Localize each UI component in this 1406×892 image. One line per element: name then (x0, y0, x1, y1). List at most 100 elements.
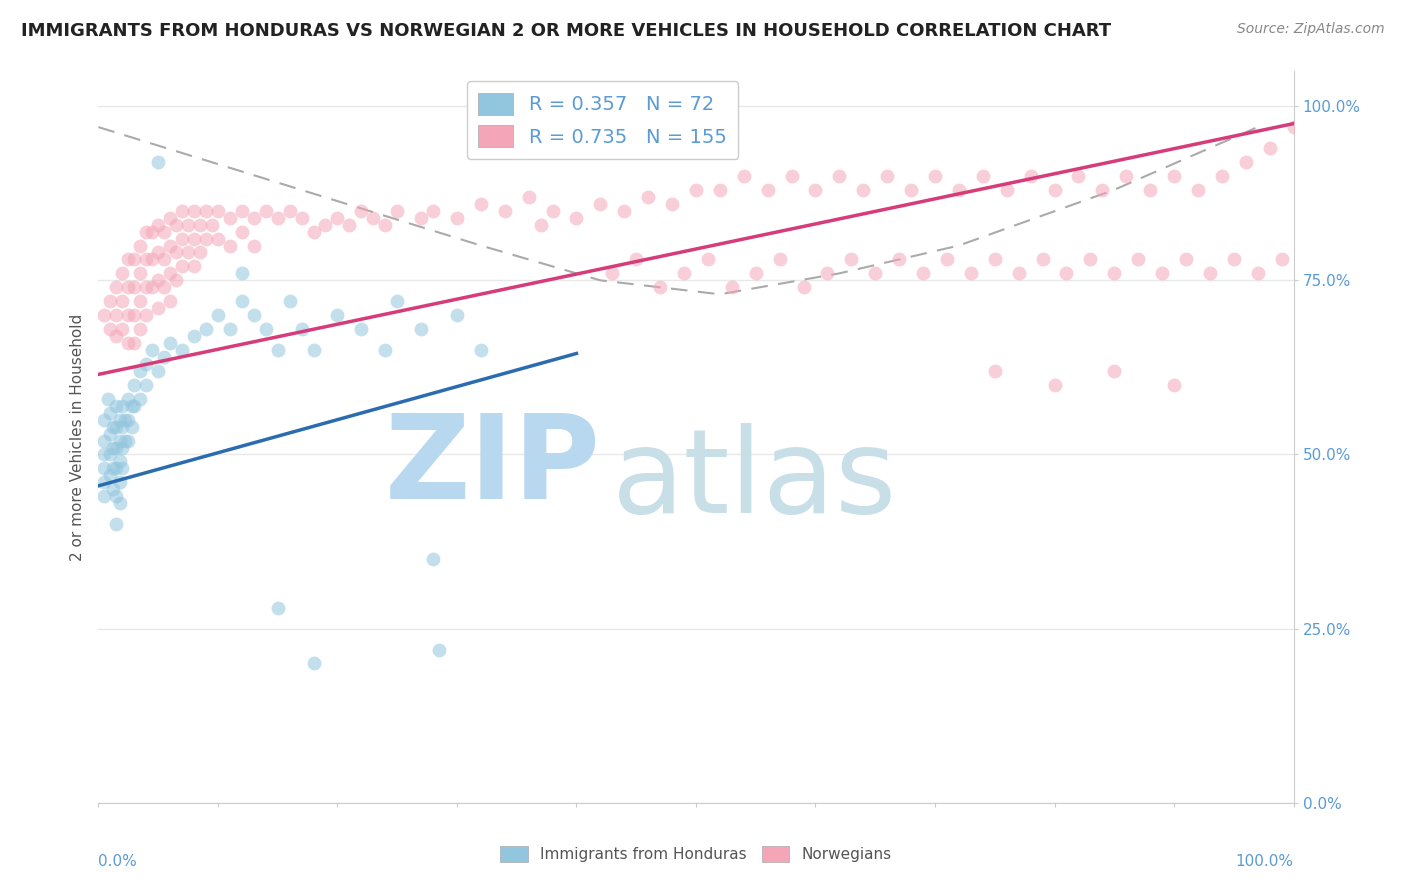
Point (231, 203, 253, 218)
Point (613, 203, 636, 218)
Point (374, 218, 396, 232)
Point (153, 252, 176, 267)
Point (793, 280, 815, 294)
Text: IMMIGRANTS FROM HONDURAS VS NORWEGIAN 2 OR MORE VEHICLES IN HOUSEHOLD CORRELATIO: IMMIGRANTS FROM HONDURAS VS NORWEGIAN 2 … (21, 22, 1111, 40)
Point (1163, 377, 1185, 392)
Point (111, 419, 134, 434)
Point (148, 364, 170, 378)
Point (254, 322, 277, 336)
Point (105, 419, 128, 434)
Point (129, 294, 152, 309)
Point (530, 218, 553, 232)
Point (111, 441, 134, 455)
Point (768, 252, 790, 267)
Point (165, 273, 187, 287)
Point (159, 266, 181, 280)
Point (876, 169, 898, 183)
Point (1019, 169, 1042, 183)
Point (1258, 141, 1281, 155)
Point (93, 461, 115, 475)
Point (159, 211, 181, 225)
Point (889, 252, 911, 267)
Point (721, 280, 744, 294)
Point (108, 454, 131, 468)
Point (427, 642, 450, 657)
Point (446, 211, 468, 225)
Point (183, 203, 205, 218)
Point (105, 280, 128, 294)
Point (105, 461, 128, 475)
Point (326, 211, 349, 225)
Text: atlas: atlas (613, 424, 897, 539)
Point (93, 489, 115, 503)
Point (1080, 252, 1102, 267)
Point (148, 301, 170, 316)
Point (105, 329, 128, 343)
Point (124, 280, 146, 294)
Point (1104, 266, 1126, 280)
Point (302, 225, 325, 239)
Point (108, 434, 131, 448)
Point (141, 343, 163, 357)
Point (602, 266, 624, 280)
Point (243, 308, 266, 322)
Point (165, 245, 187, 260)
Point (411, 322, 433, 336)
Point (108, 412, 131, 426)
Point (911, 266, 934, 280)
Point (326, 308, 349, 322)
Point (219, 238, 242, 252)
Text: ZIP: ZIP (384, 409, 600, 524)
Point (1091, 183, 1114, 197)
Point (141, 252, 163, 267)
Point (207, 203, 229, 218)
Point (129, 238, 152, 252)
Point (129, 392, 152, 406)
Point (1211, 169, 1233, 183)
Point (780, 169, 803, 183)
Point (159, 336, 181, 351)
Point (1067, 169, 1090, 183)
Point (117, 336, 139, 351)
Point (1104, 364, 1126, 378)
Point (172, 231, 194, 245)
Point (93, 412, 115, 426)
Point (101, 419, 124, 434)
Point (124, 336, 146, 351)
Point (291, 322, 314, 336)
Point (98, 406, 122, 420)
Point (231, 225, 253, 239)
Point (207, 231, 229, 245)
Point (105, 308, 128, 322)
Point (841, 252, 863, 267)
Point (114, 434, 136, 448)
Point (1247, 266, 1270, 280)
Point (1008, 266, 1031, 280)
Point (422, 203, 444, 218)
Point (756, 183, 779, 197)
Point (135, 357, 157, 371)
Point (148, 218, 170, 232)
Point (422, 552, 444, 566)
Point (995, 183, 1018, 197)
Point (135, 225, 157, 239)
Point (141, 225, 163, 239)
Text: 100.0%: 100.0% (1236, 854, 1294, 869)
Point (541, 203, 564, 218)
Point (117, 412, 139, 426)
Point (745, 266, 768, 280)
Point (626, 252, 648, 267)
Point (1163, 169, 1185, 183)
Point (350, 322, 373, 336)
Point (93, 434, 115, 448)
Point (195, 231, 218, 245)
Point (172, 343, 194, 357)
Point (1223, 252, 1246, 267)
Point (1032, 252, 1054, 267)
Point (124, 399, 146, 413)
Point (1152, 266, 1174, 280)
Point (219, 211, 242, 225)
Point (117, 434, 139, 448)
Point (231, 266, 253, 280)
Point (1043, 377, 1066, 392)
